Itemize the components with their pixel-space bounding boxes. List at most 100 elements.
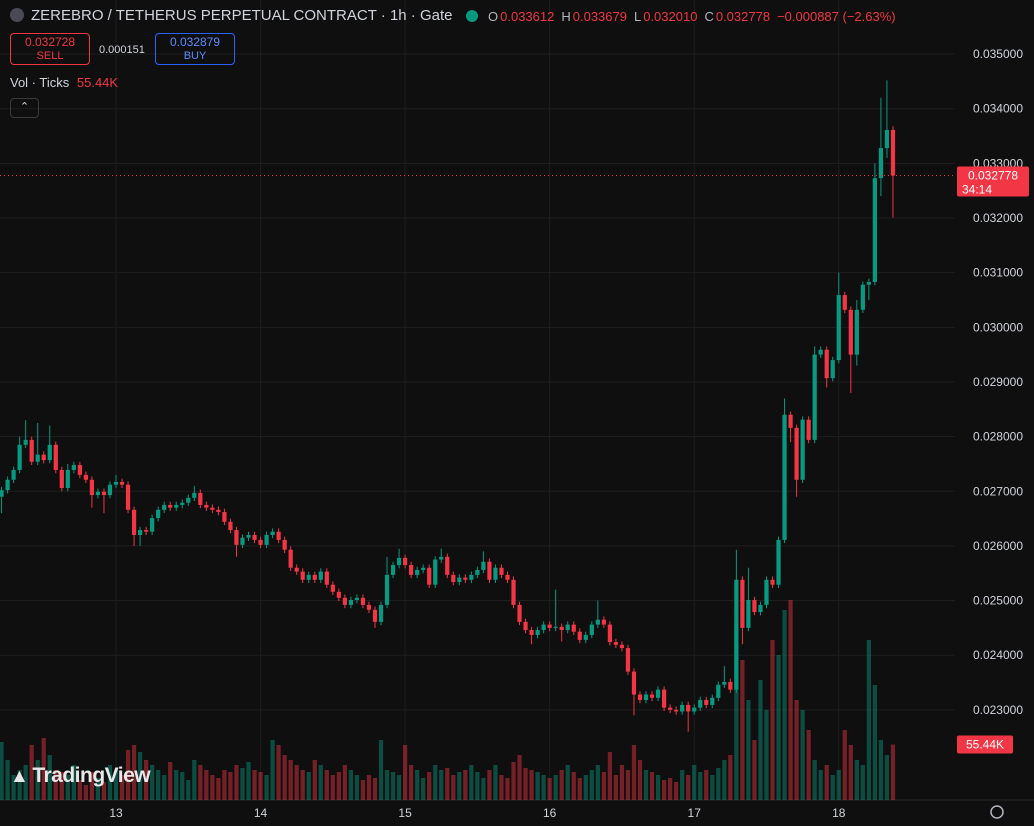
- brand: TradingView: [32, 764, 151, 787]
- volume-bar: [306, 772, 311, 800]
- volume-bar: [156, 770, 161, 800]
- volume-bar: [89, 772, 95, 800]
- volume-bar: [324, 770, 329, 800]
- volume-bar: [366, 775, 372, 800]
- volume-legend-label: Vol · Ticks: [10, 75, 70, 90]
- y-tick-label: 0.032000: [973, 211, 1023, 225]
- volume-bar: [186, 780, 191, 800]
- candle-body: [222, 512, 227, 522]
- candle-body: [168, 504, 173, 508]
- volume-label: 55.44K: [966, 738, 1004, 752]
- volume-bar: [433, 765, 438, 800]
- volume-legend-value: 55.44K: [76, 75, 119, 90]
- volume-bar: [198, 765, 203, 800]
- volume-bar: [300, 770, 305, 800]
- candle-body: [595, 619, 600, 625]
- volume-bar: [770, 640, 775, 800]
- volume-bar: [95, 778, 101, 800]
- candle-body: [854, 309, 859, 355]
- volume-bar: [0, 742, 4, 800]
- volume-label-box: [957, 735, 1013, 754]
- ohlc-value: 0.033679: [572, 9, 627, 24]
- candle-body: [23, 439, 28, 445]
- candle-body: [637, 694, 643, 700]
- volume-bar: [228, 772, 233, 800]
- candle-body: [457, 577, 462, 582]
- brand-logo: ▲ TradingView: [10, 764, 151, 787]
- volume-bar: [493, 765, 498, 800]
- candle-body: [848, 309, 853, 355]
- volume-bar: [547, 778, 552, 800]
- candle-body: [710, 697, 715, 705]
- volume-bar: [523, 768, 528, 800]
- candle-body: [445, 556, 450, 575]
- buy-button[interactable]: 0.032879 BUY: [155, 33, 235, 65]
- volume-bar: [240, 768, 245, 800]
- volume-bar: [372, 778, 378, 800]
- candle-body: [884, 129, 890, 149]
- candle-body: [806, 419, 811, 440]
- volume-bar: [595, 765, 600, 800]
- sell-label: SELL: [36, 50, 64, 62]
- volume-bar: [710, 775, 715, 800]
- candle-body: [156, 509, 161, 519]
- x-tick-label: 16: [543, 806, 557, 820]
- collapse-button[interactable]: ⌃: [10, 98, 39, 118]
- volume-bar: [752, 740, 757, 800]
- volume-bar: [131, 745, 137, 800]
- last-price-box: [957, 166, 1029, 197]
- y-tick-label: 0.027000: [973, 484, 1023, 498]
- candle-body: [643, 694, 649, 700]
- volume-bar: [680, 770, 685, 800]
- volume-bar: [396, 775, 402, 800]
- sell-button[interactable]: 0.032728 SELL: [10, 33, 90, 65]
- y-tick-label: 0.029000: [973, 375, 1023, 389]
- volume-bar: [836, 770, 841, 800]
- candle-body: [95, 491, 101, 496]
- ohlc-label: L: [633, 9, 642, 24]
- candle-body: [409, 565, 414, 575]
- last-price-label: 0.032778: [968, 169, 1018, 183]
- candle-body: [758, 604, 763, 613]
- candle-body: [583, 634, 588, 640]
- volume-bar: [661, 780, 667, 800]
- candle-body: [547, 624, 552, 628]
- candle-body: [252, 534, 257, 540]
- volume-bar: [643, 770, 649, 800]
- candle-body: [137, 530, 143, 535]
- candle-body: [17, 444, 22, 470]
- volume-bar: [282, 755, 287, 800]
- candle-body: [246, 534, 251, 538]
- candle-body: [186, 497, 191, 503]
- volume-legend: Vol · Ticks 55.44K: [10, 75, 118, 90]
- volume-bar: [330, 775, 335, 800]
- candle-body: [493, 567, 498, 580]
- candle-body: [119, 481, 125, 485]
- volume-bar: [234, 765, 239, 800]
- volume-bar: [137, 752, 143, 800]
- volume-bar: [758, 680, 763, 800]
- candle-body: [384, 574, 390, 605]
- volume-bar: [222, 770, 227, 800]
- candle-body: [107, 484, 113, 496]
- candle-body: [342, 597, 347, 605]
- volume-bar: [17, 770, 22, 800]
- candle-body: [174, 504, 179, 508]
- y-tick-label: 0.026000: [973, 539, 1023, 553]
- candle-body: [336, 591, 341, 598]
- candle-body: [433, 559, 438, 585]
- volume-bar: [535, 772, 540, 800]
- volume-bar: [354, 775, 360, 800]
- x-tick-label: 14: [254, 806, 268, 820]
- candle-body: [577, 631, 582, 640]
- candle-body: [541, 624, 546, 631]
- candle-body: [565, 624, 570, 631]
- candle-body: [47, 444, 52, 461]
- candle-body: [788, 414, 793, 428]
- candle-body: [818, 349, 823, 355]
- volume-bar: [427, 772, 432, 800]
- volume-bar: [848, 745, 853, 800]
- volume-bar: [481, 778, 486, 800]
- candle-body: [613, 642, 619, 645]
